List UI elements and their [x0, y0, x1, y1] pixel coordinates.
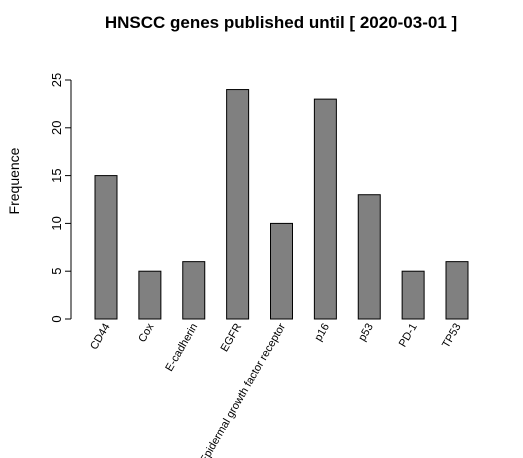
- bar-tp53: [445, 261, 469, 320]
- x-tick-label: Epidermal growth factor receptor: [198, 321, 288, 458]
- y-axis-label: Frequence: [6, 147, 22, 214]
- bar-p53: [357, 194, 381, 320]
- x-tick-label: EGFR: [219, 321, 245, 354]
- bar-p16: [313, 98, 337, 320]
- x-tick-label: p16: [312, 322, 332, 344]
- x-tick-label: p53: [356, 322, 376, 344]
- y-tick-label: 15: [49, 168, 64, 182]
- bar-pd-1: [401, 270, 425, 320]
- y-tick-label: 5: [49, 268, 64, 275]
- bar-egfr: [226, 89, 250, 320]
- x-tick-label: Cox: [136, 321, 156, 344]
- x-tick-label: E-cadherin: [163, 322, 200, 374]
- x-tick-label: TP53: [440, 322, 464, 351]
- bar-cd44: [94, 175, 118, 320]
- x-tick-label: PD-1: [397, 322, 420, 350]
- y-tick-label: 10: [49, 216, 64, 230]
- bar-cox: [138, 270, 162, 320]
- y-tick-label: 20: [49, 121, 64, 135]
- bar-epidermal-growth-factor-receptor: [270, 222, 293, 320]
- y-axis: 0 5 10 15 20 25: [49, 73, 72, 323]
- chart-title: HNSCC genes published until [ 2020-03-01…: [105, 13, 457, 32]
- bar-e-cadherin: [182, 261, 206, 320]
- bars-group: [94, 89, 469, 320]
- y-tick-label: 0: [49, 315, 64, 322]
- y-tick-label: 25: [49, 73, 64, 87]
- x-tick-label: CD44: [88, 322, 112, 352]
